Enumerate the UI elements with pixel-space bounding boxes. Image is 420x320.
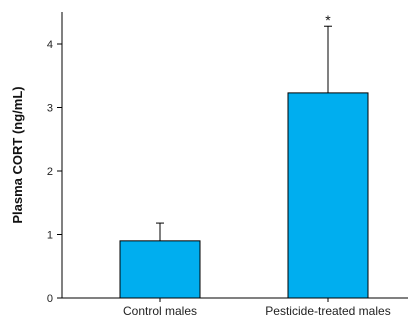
y-tick-label: 3 bbox=[47, 103, 53, 115]
bar bbox=[119, 240, 201, 299]
y-tick-label: 1 bbox=[47, 230, 53, 242]
x-tick-label: Pesticide-treated males bbox=[265, 304, 390, 318]
y-axis-title: Plasma CORT (ng/mL) bbox=[10, 86, 25, 223]
y-tick-label: 0 bbox=[47, 293, 53, 305]
plot-area: 0 1 2 3 4 Control males Pesticide-treated male… bbox=[47, 12, 408, 318]
bar bbox=[287, 92, 369, 299]
significance-marker: * bbox=[325, 12, 331, 28]
y-tick-label: 4 bbox=[47, 39, 53, 51]
y-tick-label: 2 bbox=[47, 166, 53, 178]
x-tick-label: Control males bbox=[123, 304, 197, 318]
